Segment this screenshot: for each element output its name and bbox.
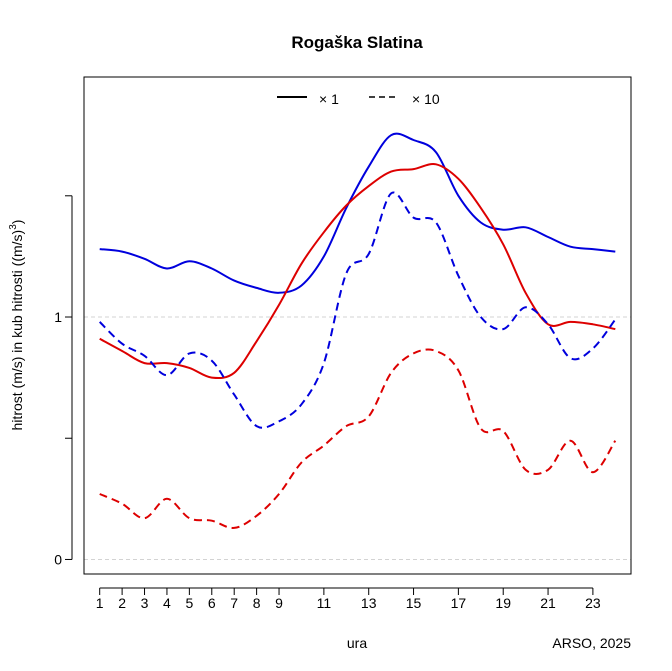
- legend-label-x10: × 10: [412, 91, 440, 107]
- y-tick-label: 0: [54, 551, 62, 567]
- x-tick-label: 5: [185, 595, 193, 611]
- x-tick-label: 23: [585, 595, 601, 611]
- x-tick-label: 11: [317, 595, 332, 611]
- series-blue-solid-line: [99, 132, 616, 294]
- y-axis-label: hitrost (m/s) in kub hitrosti ((m/s)3): [8, 220, 25, 431]
- chart-title: Rogaška Slatina: [291, 33, 423, 52]
- x-tick-label: 3: [141, 595, 149, 611]
- legend-label-x1: × 1: [319, 91, 339, 107]
- x-axis-label: ura: [347, 635, 367, 651]
- x-tick-label: 13: [361, 595, 377, 611]
- x-tick-label: 7: [230, 595, 238, 611]
- x-tick-label: 2: [118, 595, 126, 611]
- x-tick-label: 21: [540, 595, 556, 611]
- y-axis-label-main: hitrost (m/s) in kub hitrosti ((m/s): [9, 230, 25, 431]
- x-tick-label: 8: [253, 595, 261, 611]
- y-axis-label-sup: 3: [8, 224, 19, 230]
- x-tick-label: 4: [163, 595, 171, 611]
- plot-frame: [83, 76, 632, 575]
- x-tick-label: 19: [495, 595, 511, 611]
- x-tick-label: 9: [275, 595, 283, 611]
- x-tick-label: 17: [451, 595, 467, 611]
- x-tick-label: 15: [406, 595, 422, 611]
- credit-label: ARSO, 2025: [552, 635, 631, 651]
- x-tick-label: 1: [96, 595, 104, 611]
- series-blue-dashed-line: [98, 191, 617, 429]
- legend: × 1 × 10: [277, 91, 440, 107]
- y-tick-label: 1: [54, 309, 62, 325]
- x-tick-label: 6: [208, 595, 216, 611]
- series-red-solid-line: [99, 163, 616, 380]
- y-axis-label-close: ): [9, 220, 25, 225]
- series-red-dashed-line: [99, 348, 617, 529]
